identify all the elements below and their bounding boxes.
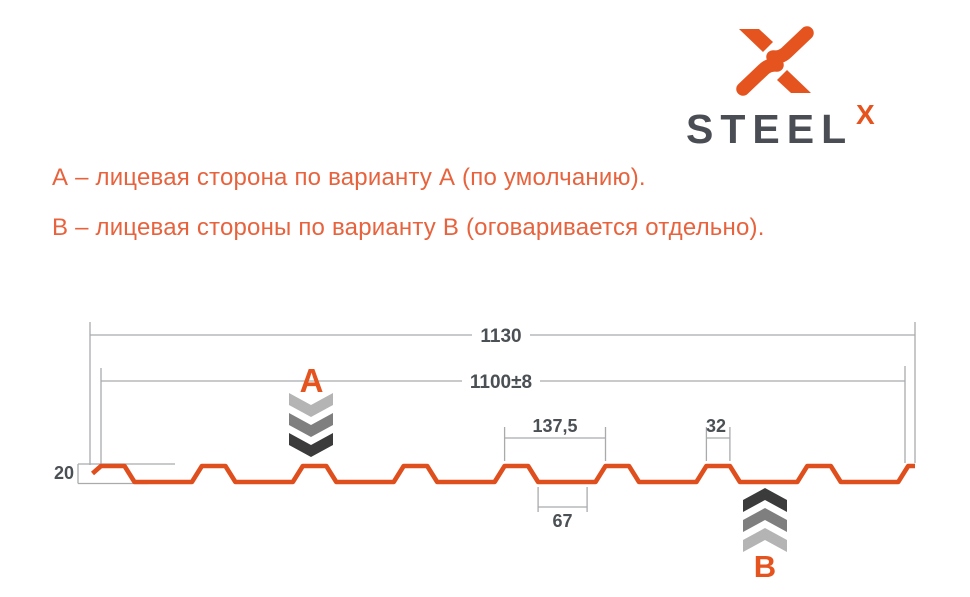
side-a-chevrons-down-icon [289,393,333,457]
logo-upper-hook [766,26,814,64]
logo-nw-arm [739,29,773,52]
side-a-label: A [300,362,324,399]
dim-rib-pitch-label: 137,5 [532,416,577,436]
dim-overall-width-label: 1130 [480,326,521,347]
chevron-down-icon [289,393,333,417]
dim-rib-pitch [503,427,607,461]
sheet-profile-line [90,463,915,485]
dim-working-width [100,366,906,464]
chevron-up-icon [743,488,787,512]
note-variant-b: В – лицевая стороны по варианту В (огова… [52,214,765,241]
side-b-label: B [754,549,776,584]
chevron-up-icon [743,508,787,532]
dim-rib-bottom [537,487,588,512]
chevron-down-icon [289,433,333,457]
dim-working-width-label: 1100±8 [470,372,532,393]
dim-overall-width [89,322,916,465]
dim-profile-height-label: 20 [54,463,74,483]
note-variant-a: А – лицевая сторона по варианту А (по ум… [52,164,646,191]
chevron-up-icon [743,528,787,552]
dim-rib-top-label: 32 [706,416,726,436]
brand-wordmark: STEEL [686,106,854,152]
dim-rib-bottom-label: 67 [552,511,572,531]
brand-superscript-x: X [856,99,875,130]
logo-se-arm [777,70,811,93]
side-b-chevrons-up-icon [743,488,787,552]
steelx-logo-icon [736,26,814,96]
dim-rib-top [705,427,731,461]
logo-lower-hook [736,58,784,96]
chevron-down-icon [289,413,333,437]
